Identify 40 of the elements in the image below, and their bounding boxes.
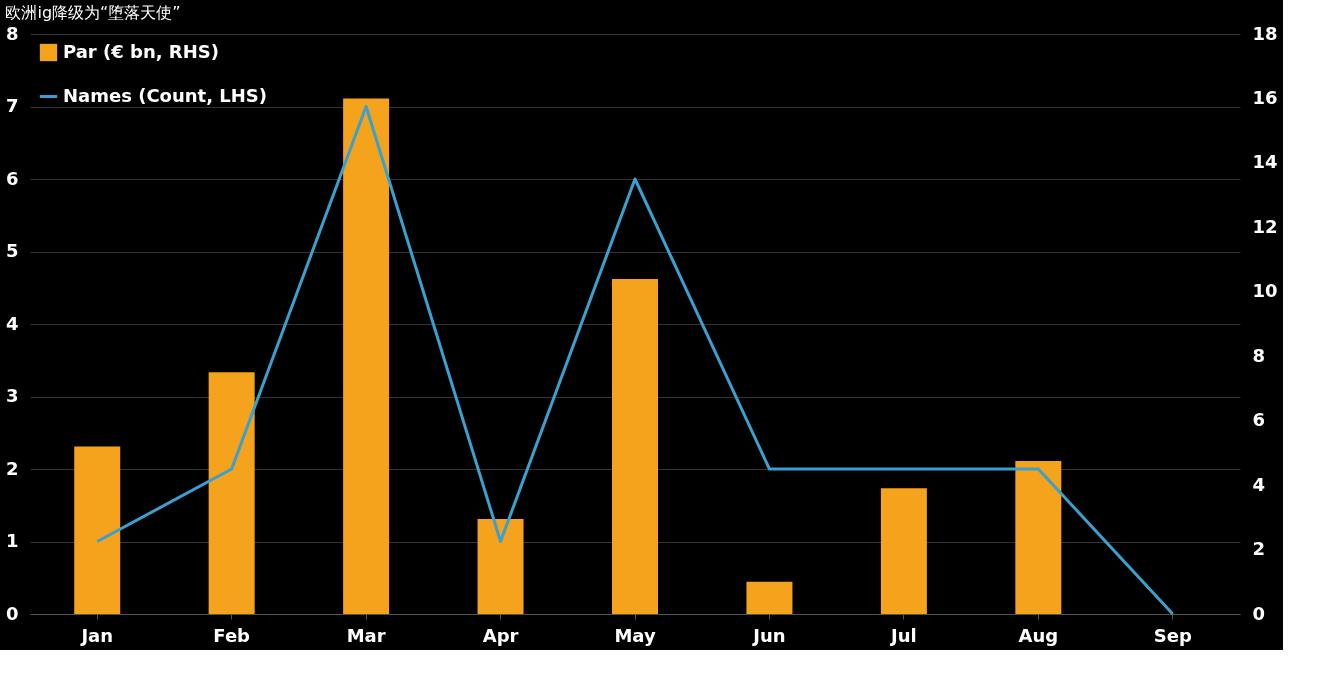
bar [880,488,927,614]
y-tick-label: 6 [5,167,19,189]
x-tick-label: May [614,624,656,646]
bar [612,278,658,614]
x-tick-label: Jan [79,624,114,646]
y2-tick-label: 4 [1252,473,1266,495]
y2-tick-label: 14 [1252,151,1278,173]
x-tick-label: Feb [213,624,251,646]
legend-label: Par (€ bn, RHS) [63,40,219,62]
x-tick-label: Sep [1153,624,1192,646]
y-tick-label: 3 [5,385,19,406]
y-tick-label: 8 [5,22,19,44]
line-series [95,105,1175,616]
y-tick-label: 0 [5,602,19,624]
y-tick-label: 1 [5,530,19,551]
y-tick-label: 7 [5,95,19,116]
y2-tick-label: 2 [1252,538,1266,560]
x-tick-label: Mar [346,624,386,646]
bar [746,581,793,614]
y-tick-label: 4 [5,312,19,334]
bar [477,518,524,614]
legend-label: Names (Count, LHS) [63,84,268,106]
bar [1015,460,1062,614]
y2-tick-label: 0 [1252,602,1266,624]
y2-tick-label: 6 [1252,409,1266,431]
x-tick-label: Jun [751,624,786,646]
y2-tick-label: 12 [1252,215,1278,237]
x-tick-label: Aug [1018,624,1059,646]
x-tick-label: Jul [889,624,917,646]
bar [208,372,255,614]
chart-title: 欧洲ig降级为“堕落天使” [5,3,181,22]
y2-tick-label: 16 [1252,86,1278,108]
bar [343,98,390,614]
y2-tick-label: 10 [1252,280,1278,302]
y-tick-label: 5 [5,240,19,261]
y2-tick-label: 8 [1252,344,1266,366]
y-tick-label: 2 [5,457,19,479]
x-tick-label: Apr [482,624,519,646]
y2-tick-label: 18 [1252,22,1278,44]
bar [74,446,121,614]
